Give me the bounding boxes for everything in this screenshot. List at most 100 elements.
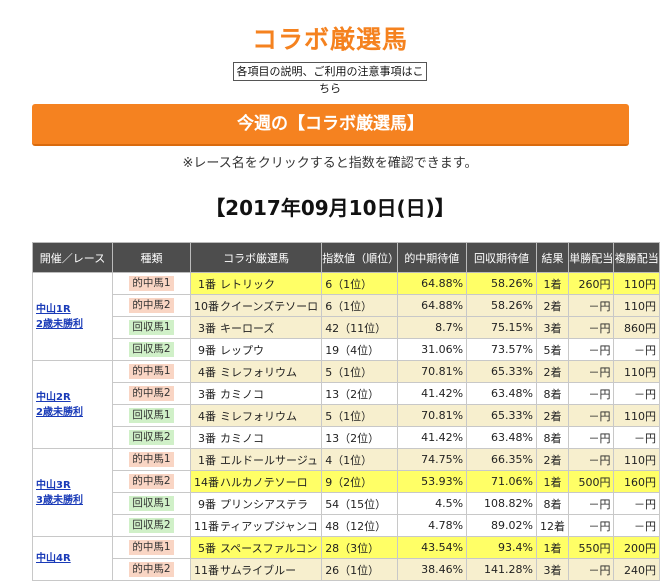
- horse-cell: 9番 レップウ: [189, 338, 323, 361]
- result-cell: 8着: [535, 426, 569, 449]
- type-badge: 回収馬1: [129, 320, 174, 335]
- type-cell: 回収馬1: [112, 404, 191, 427]
- recovery-ev-cell: 63.48%: [466, 426, 537, 449]
- result-cell: 2着: [535, 360, 569, 383]
- race-name-link[interactable]: 2歳未勝利: [36, 406, 83, 418]
- horse-number: 3番: [197, 321, 216, 335]
- race-name-link[interactable]: 2歳未勝利: [36, 318, 83, 330]
- horse-name: レップウ: [219, 343, 264, 357]
- win-payout-cell: －円: [567, 382, 615, 405]
- horse-name: エルドールサージュ: [219, 453, 318, 467]
- horse-cell: 11番ティアップジャンコ: [189, 514, 323, 537]
- index-cell: 13（2位）: [321, 426, 398, 449]
- horse-name: サムライブルー: [219, 563, 297, 577]
- table-row: 回収馬2 3番 カミノコ 13（2位） 41.42% 63.48% 8着 －円 －円: [33, 426, 660, 449]
- horse-name: ハルカノテソーロ: [219, 475, 308, 489]
- hit-ev-cell: 70.81%: [396, 404, 468, 427]
- hit-ev-cell: 70.81%: [396, 360, 468, 383]
- index-cell: 6（1位）: [321, 272, 398, 295]
- type-cell: 的中馬2: [112, 382, 191, 405]
- index-cell: 6（1位）: [321, 294, 398, 317]
- horse-name: カミノコ: [219, 387, 264, 401]
- horse-name: カミノコ: [219, 431, 264, 445]
- race-venue-link[interactable]: 中山4R: [36, 553, 71, 564]
- hit-ev-cell: 4.78%: [396, 514, 468, 537]
- table-row: 中山4R 的中馬1 5番 スペースファルコン 28（3位） 43.54% 93.4% 1着 55…: [32, 536, 660, 581]
- horse-cell: 11番サムライブルー: [189, 558, 323, 581]
- type-badge: 的中馬2: [129, 298, 174, 313]
- horse-name: ミレフォリウム: [219, 409, 297, 423]
- column-header: 指数値（順位）: [321, 242, 399, 273]
- horse-cell: 10番クイーンズテソーロ: [189, 294, 323, 317]
- type-cell: 的中馬2: [112, 294, 191, 317]
- table-row: 回収馬1 4番 ミレフォリウム 5（1位） 70.81% 65.33% 2着 －円 110円: [33, 404, 660, 427]
- column-header: 複勝配当: [613, 242, 660, 273]
- place-payout-cell: 110円: [613, 404, 660, 427]
- place-payout-cell: －円: [613, 426, 660, 449]
- result-cell: 3着: [535, 316, 569, 339]
- horse-number: 14番: [193, 475, 219, 489]
- index-cell: 28（3位）: [321, 536, 398, 559]
- hit-ev-cell: 38.46%: [396, 558, 468, 581]
- horse-number: 11番: [193, 563, 219, 577]
- win-payout-cell: －円: [567, 338, 615, 361]
- horse-cell: 5番 スペースファルコン: [189, 536, 323, 559]
- recovery-ev-cell: 58.26%: [466, 272, 537, 295]
- index-cell: 13（2位）: [321, 382, 398, 405]
- win-payout-cell: －円: [567, 426, 615, 449]
- recovery-ev-cell: 108.82%: [466, 492, 537, 515]
- place-payout-cell: 110円: [613, 448, 660, 471]
- win-payout-cell: 260円: [567, 272, 615, 295]
- instruction-text: ※レース名をクリックすると指数を確認できます。: [182, 156, 478, 171]
- index-cell: 4（1位）: [321, 448, 398, 471]
- horse-number: 4番: [197, 409, 216, 423]
- type-badge: 回収馬2: [129, 430, 174, 445]
- place-payout-cell: －円: [613, 514, 660, 537]
- recovery-ev-cell: 71.06%: [466, 470, 537, 493]
- type-badge: 的中馬2: [129, 562, 174, 577]
- win-payout-cell: －円: [567, 492, 615, 515]
- hit-ev-cell: 64.88%: [396, 272, 468, 295]
- race-name-link[interactable]: 3歳未勝利: [36, 494, 83, 506]
- place-payout-cell: －円: [613, 382, 660, 405]
- hit-ev-cell: 31.06%: [396, 338, 468, 361]
- horse-number: 1番: [197, 277, 216, 291]
- column-header: 単勝配当: [567, 242, 615, 273]
- index-cell: 26（1位）: [321, 558, 398, 581]
- horse-number: 3番: [197, 431, 216, 445]
- recovery-ev-cell: 93.4%: [466, 536, 537, 559]
- race-venue-link[interactable]: 中山2R: [36, 391, 71, 403]
- horse-name: キーローズ: [219, 321, 275, 335]
- type-cell: 回収馬1: [112, 316, 191, 339]
- type-badge: 的中馬1: [129, 452, 174, 467]
- recovery-ev-cell: 141.28%: [466, 558, 537, 581]
- hit-ev-cell: 43.54%: [396, 536, 468, 559]
- table-header-row: 開催／レース 種類 コラボ厳選馬 指数値（順位） 的中期待値 回収期待値 結果 単勝配当 複勝配…: [32, 242, 660, 273]
- recovery-ev-cell: 63.48%: [466, 382, 537, 405]
- win-payout-cell: 500円: [567, 470, 615, 493]
- type-badge: 的中馬2: [129, 386, 174, 401]
- place-payout-cell: 200円: [613, 536, 660, 559]
- table-row: 中山1R 2歳未勝利 的中馬1 1番 レトリック 6（1位） 64.88% 58.26% 1着 2…: [32, 272, 660, 361]
- result-cell: 12着: [535, 514, 569, 537]
- type-badge: 的中馬1: [129, 364, 174, 379]
- hit-ev-cell: 4.5%: [396, 492, 468, 515]
- table-row: 的中馬2 3番 カミノコ 13（2位） 41.42% 63.48% 8着 －円 －円: [33, 382, 660, 405]
- horse-cell: 4番 ミレフォリウム: [189, 404, 323, 427]
- race-venue-link[interactable]: 中山1R: [36, 303, 71, 315]
- horse-cell: 9番 プリンシアステラ: [189, 492, 323, 515]
- table-body: 中山1R 2歳未勝利 的中馬1 1番 レトリック 6（1位） 64.88% 58.26% 1着 2…: [32, 272, 660, 581]
- column-header: 種類: [112, 242, 191, 273]
- result-cell: 5着: [535, 338, 569, 361]
- index-cell: 48（12位）: [321, 514, 398, 537]
- race-venue-link[interactable]: 中山3R: [36, 479, 71, 491]
- table-row: 的中馬2 14番ハルカノテソーロ 9（2位） 53.93% 71.06% 1着 500円 16…: [33, 470, 660, 493]
- recovery-ev-cell: 89.02%: [466, 514, 537, 537]
- type-badge: 的中馬2: [129, 474, 174, 489]
- horse-number: 9番: [197, 343, 216, 357]
- horse-name: レトリック: [219, 277, 275, 291]
- horse-number: 3番: [197, 387, 216, 401]
- notice-link[interactable]: 各項目の説明、ご利用の注意事項はこちら: [233, 62, 427, 95]
- hit-ev-cell: 8.7%: [396, 316, 468, 339]
- type-cell: 的中馬2: [112, 470, 191, 493]
